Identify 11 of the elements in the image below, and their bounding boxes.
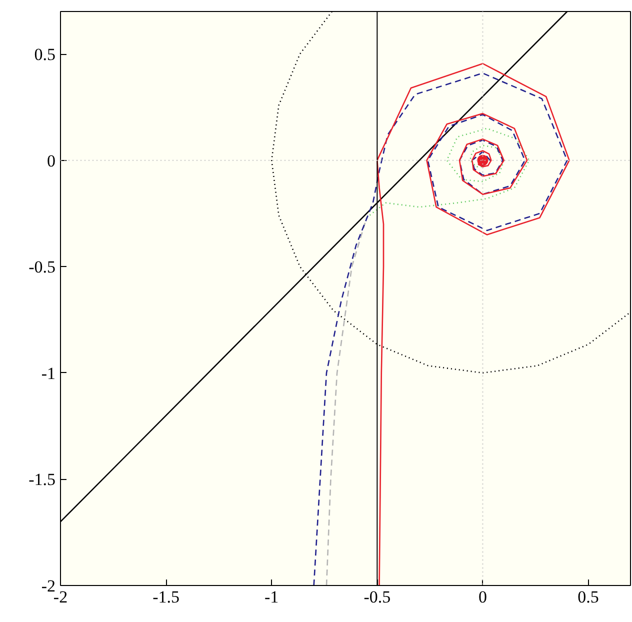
y-tick-label: 0 (47, 151, 56, 170)
y-tick-label: -1.5 (28, 470, 56, 490)
y-tick-label: -0.5 (28, 258, 56, 277)
x-tick-label: 0.5 (578, 588, 599, 606)
y-tick-label: 0.5 (34, 45, 56, 64)
y-tick-label: -1 (41, 364, 56, 383)
x-tick-label: -0.5 (364, 588, 391, 606)
x-tick-label: -1.5 (152, 588, 180, 606)
x-tick-label: -2 (53, 588, 68, 606)
x-tick-label: 0 (478, 588, 487, 606)
x-tick-label: -1 (264, 588, 279, 606)
